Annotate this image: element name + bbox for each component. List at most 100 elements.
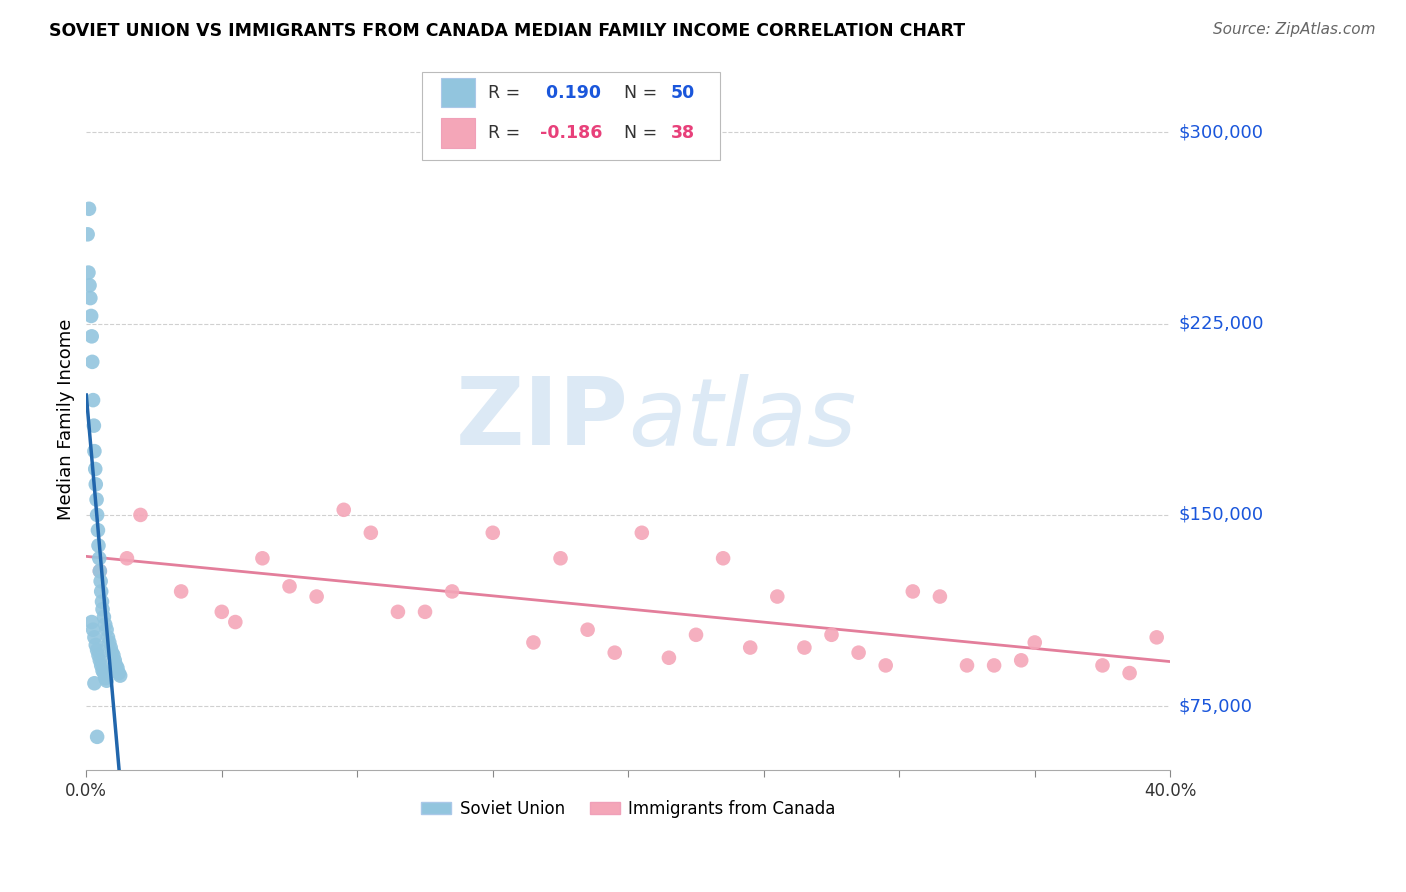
Point <box>94 671 117 685</box>
Point <box>252 551 274 566</box>
Text: $300,000: $300,000 <box>1178 123 1264 141</box>
Point <box>108 666 131 681</box>
Point <box>603 646 626 660</box>
Y-axis label: Median Family Income: Median Family Income <box>58 318 75 520</box>
Point <box>98 635 121 649</box>
Point <box>90 584 112 599</box>
Point <box>79 278 101 293</box>
Point <box>89 564 111 578</box>
Point <box>84 462 107 476</box>
Point <box>91 594 114 608</box>
Text: $150,000: $150,000 <box>1178 506 1264 524</box>
Point <box>90 574 112 589</box>
Point <box>80 309 103 323</box>
Point <box>91 664 114 678</box>
Point <box>90 658 112 673</box>
Point <box>86 508 108 522</box>
Text: R =: R = <box>488 124 526 142</box>
FancyBboxPatch shape <box>422 72 720 160</box>
Point <box>104 653 127 667</box>
Text: R =: R = <box>488 84 526 102</box>
Point <box>793 640 815 655</box>
Point <box>522 635 544 649</box>
Point <box>103 648 125 663</box>
Text: $75,000: $75,000 <box>1178 698 1253 715</box>
Point <box>83 631 105 645</box>
Point <box>107 661 129 675</box>
Point <box>79 291 101 305</box>
Point <box>82 623 104 637</box>
Point <box>481 525 503 540</box>
Point <box>108 668 131 682</box>
Point <box>1118 666 1140 681</box>
Point <box>115 551 138 566</box>
Point <box>77 202 100 216</box>
Point <box>83 418 105 433</box>
Point <box>86 492 108 507</box>
Point <box>928 590 950 604</box>
Point <box>441 584 464 599</box>
Point <box>685 628 707 642</box>
Point <box>93 610 115 624</box>
Point <box>305 590 328 604</box>
Point <box>87 648 110 663</box>
Point <box>76 227 98 242</box>
Text: SOVIET UNION VS IMMIGRANTS FROM CANADA MEDIAN FAMILY INCOME CORRELATION CHART: SOVIET UNION VS IMMIGRANTS FROM CANADA M… <box>49 22 966 40</box>
Point <box>86 643 108 657</box>
Point <box>1010 653 1032 667</box>
Point <box>1091 658 1114 673</box>
Point <box>711 551 734 566</box>
Point <box>96 673 118 688</box>
FancyBboxPatch shape <box>440 119 475 148</box>
Point <box>87 539 110 553</box>
Point <box>983 658 1005 673</box>
Point <box>360 525 382 540</box>
Point <box>82 355 104 369</box>
Point <box>901 584 924 599</box>
Point <box>96 623 118 637</box>
Text: $225,000: $225,000 <box>1178 315 1264 333</box>
Point <box>550 551 572 566</box>
Point <box>129 508 152 522</box>
Point <box>84 638 107 652</box>
Point <box>1024 635 1046 649</box>
Point <box>82 393 104 408</box>
Point <box>101 646 124 660</box>
Point <box>576 623 599 637</box>
Point <box>91 602 114 616</box>
Point <box>97 631 120 645</box>
Text: N =: N = <box>613 124 662 142</box>
Point <box>94 617 117 632</box>
Point <box>105 658 128 673</box>
Point <box>83 676 105 690</box>
Point <box>84 477 107 491</box>
Point <box>387 605 409 619</box>
Point <box>278 579 301 593</box>
Point <box>83 444 105 458</box>
Point <box>77 266 100 280</box>
Legend: Soviet Union, Immigrants from Canada: Soviet Union, Immigrants from Canada <box>415 794 842 825</box>
Text: 0.190: 0.190 <box>540 84 602 102</box>
Point <box>848 646 870 660</box>
Point <box>413 605 436 619</box>
Point <box>630 525 652 540</box>
Point <box>1146 631 1168 645</box>
Text: ZIP: ZIP <box>456 373 628 466</box>
Text: N =: N = <box>613 84 662 102</box>
Point <box>89 564 111 578</box>
Point <box>820 628 842 642</box>
Point <box>332 503 354 517</box>
Point <box>658 650 681 665</box>
Text: atlas: atlas <box>628 374 856 465</box>
Point <box>956 658 979 673</box>
Point <box>87 523 110 537</box>
Point <box>224 615 246 629</box>
Point <box>80 329 103 343</box>
Point <box>100 640 122 655</box>
Point <box>875 658 897 673</box>
Text: 38: 38 <box>671 124 695 142</box>
Text: -0.186: -0.186 <box>540 124 603 142</box>
Text: 50: 50 <box>671 84 695 102</box>
Point <box>740 640 762 655</box>
Point <box>766 590 789 604</box>
